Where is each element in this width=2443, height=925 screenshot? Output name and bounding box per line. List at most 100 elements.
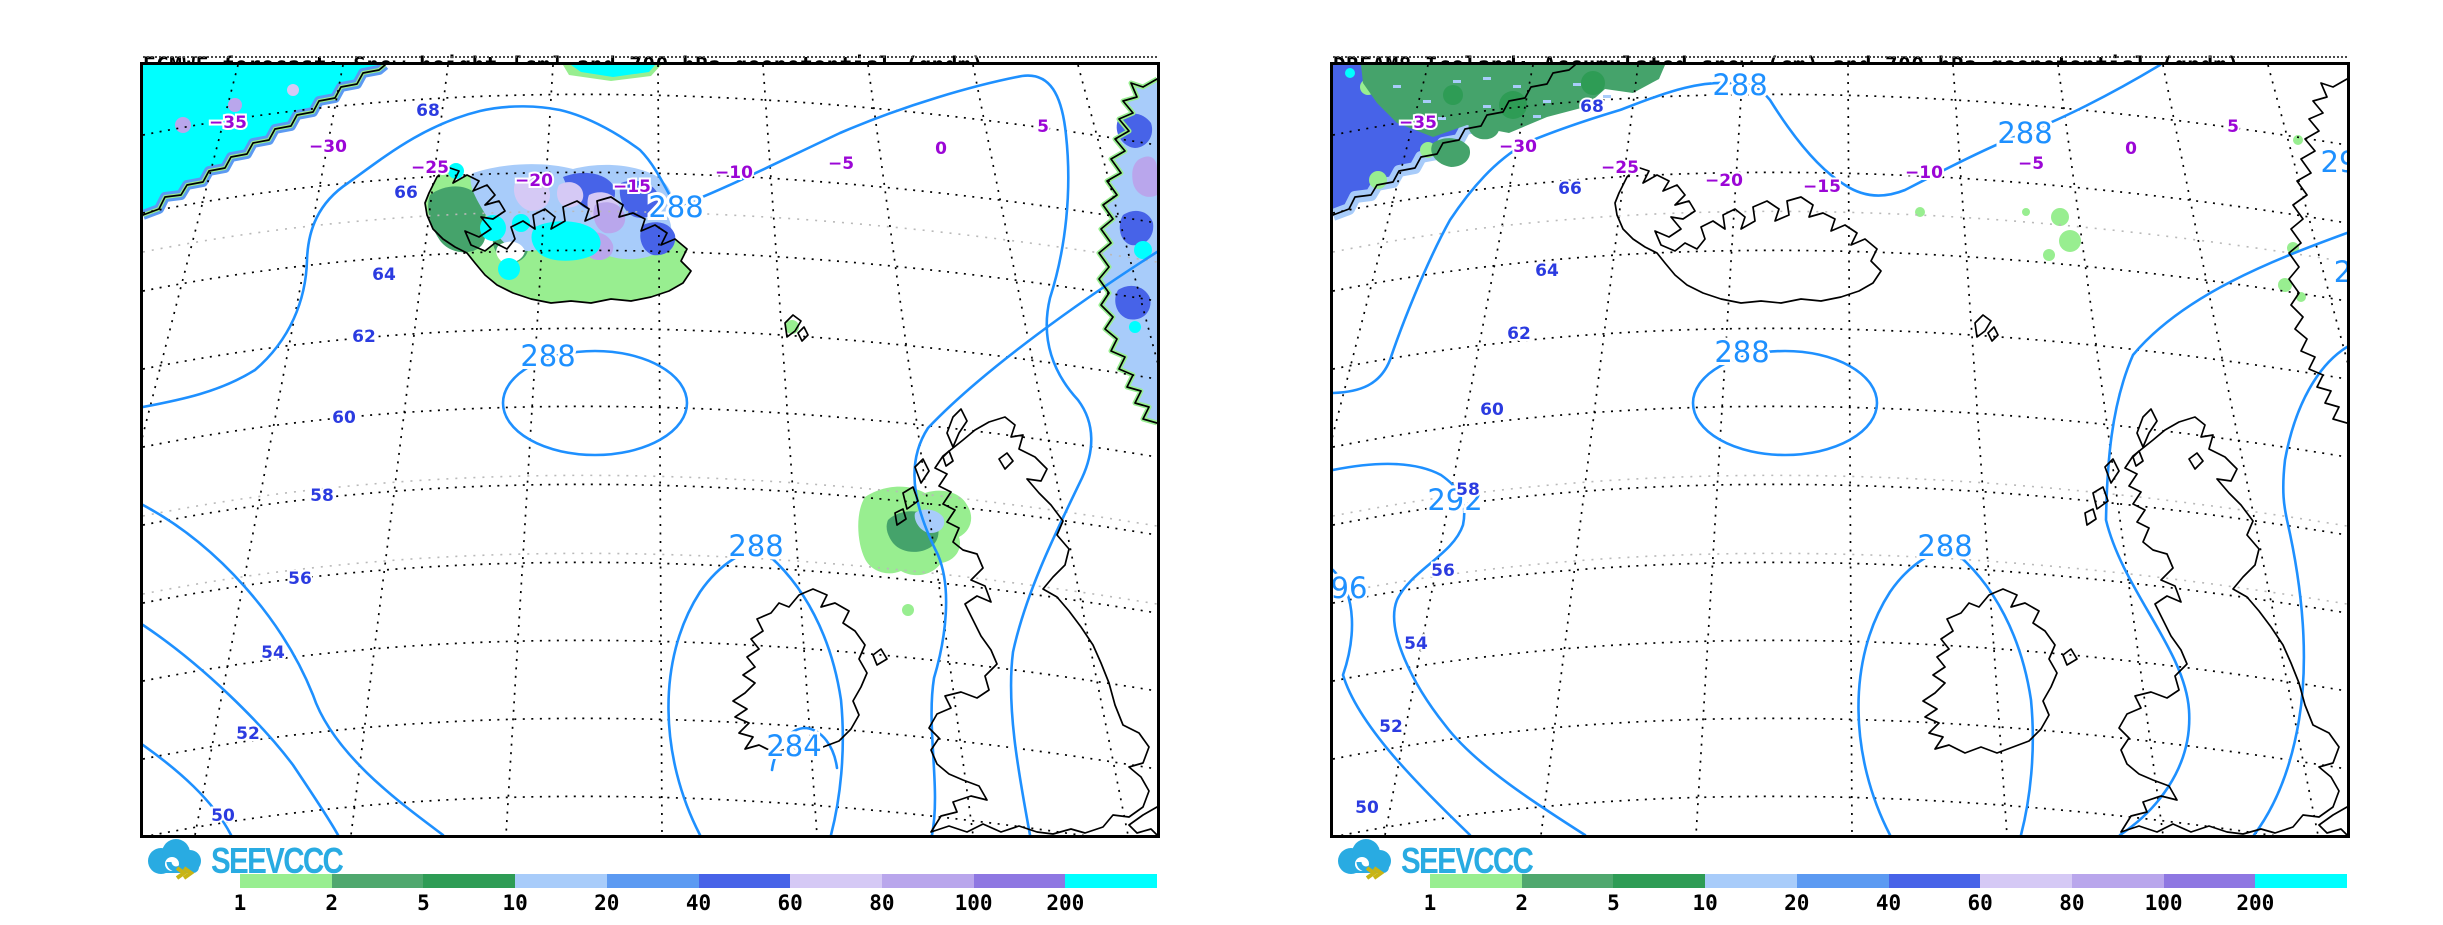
map-svg-ecmwf: 28828828828468666462605856545250−35−30−2…	[143, 65, 1157, 835]
colorbar-segment-5	[423, 874, 516, 888]
cloud-logo-icon	[1333, 838, 1397, 884]
svg-text:5: 5	[2227, 117, 2239, 137]
colorbar-segment-80	[2071, 874, 2164, 888]
svg-text:−30: −30	[1499, 137, 1537, 157]
svg-text:284: 284	[766, 729, 821, 763]
svg-text:58: 58	[1456, 480, 1480, 500]
colorbar-segment-10	[1705, 874, 1797, 888]
svg-text:64: 64	[372, 265, 396, 285]
svg-text:50: 50	[211, 806, 235, 826]
colorbar-tick: 1	[233, 891, 247, 915]
svg-text:−15: −15	[1803, 177, 1841, 197]
colorbar-segment-20	[606, 874, 699, 888]
colorbar-tick: 100	[2144, 891, 2183, 915]
colorbar-tick: 200	[2236, 891, 2275, 915]
colorbar-segment-40	[698, 874, 791, 888]
svg-text:68: 68	[416, 101, 440, 121]
map-ecmwf: 288 288 288 284 68 66 64 62 60 58 56 54 52 50 −35 −30 −2…	[140, 62, 1160, 838]
graticule	[1333, 65, 2347, 835]
colorbar-tick: 2	[325, 891, 339, 915]
colorbar-segment-2	[1521, 874, 1614, 888]
colorbar-tick: 60	[1967, 891, 1993, 915]
colorbar-tick: 10	[1692, 891, 1718, 915]
svg-text:29: 29	[2321, 145, 2347, 179]
cloud-icon	[1338, 839, 1391, 880]
svg-text:−20: −20	[1705, 171, 1743, 191]
colorbar-segment-1	[240, 874, 332, 888]
colorbar-tick: 80	[869, 891, 895, 915]
colorbar-segment-20	[1796, 874, 1889, 888]
colorbar-segment-1	[1430, 874, 1522, 888]
svg-text:0: 0	[935, 139, 947, 159]
latitude-labels: 68 66 64 62 60 58 56 54 52 50	[209, 99, 442, 828]
svg-text:288: 288	[1714, 335, 1769, 369]
colorbar-segment-100	[2163, 874, 2256, 888]
svg-text:68: 68	[1580, 97, 1604, 117]
coastlines	[143, 65, 1157, 835]
svg-text:−5: −5	[828, 154, 854, 174]
svg-text:−10: −10	[1905, 163, 1943, 183]
colorbar-segment-5	[1613, 874, 1706, 888]
svg-text:60: 60	[1480, 400, 1504, 420]
svg-text:52: 52	[1379, 717, 1403, 737]
colorbar-tick: 20	[594, 891, 620, 915]
svg-text:2: 2	[2334, 255, 2347, 289]
svg-text:56: 56	[1431, 561, 1455, 581]
svg-text:−20: −20	[515, 171, 553, 191]
svg-text:54: 54	[1404, 634, 1428, 654]
svg-text:60: 60	[332, 408, 356, 428]
panel-ecmwf-forecast: ECMWF forecast: Snow height [cm] and 700…	[140, 0, 1163, 925]
colorbar-tick: 20	[1784, 891, 1810, 915]
svg-text:5: 5	[1037, 117, 1049, 137]
latitude-labels: 68 66 64 62 60 58 56 54 52 50	[1353, 95, 1606, 820]
map-svg-dream8: 2882882882929628829268666462605856545250…	[1333, 65, 2347, 835]
coastlines	[1333, 65, 2347, 835]
colorbar-segment-40	[1888, 874, 1981, 888]
svg-text:−35: −35	[1399, 113, 1437, 133]
svg-text:64: 64	[1535, 261, 1559, 281]
geopotential-contours	[1333, 65, 2347, 835]
snow-colorbar	[240, 874, 1158, 888]
svg-text:288: 288	[1712, 68, 1767, 102]
contour-labels: 28828828829296288292	[1333, 65, 2347, 608]
svg-text:288: 288	[1917, 529, 1972, 563]
colorbar-tick: 40	[1875, 891, 1902, 915]
snow-colorbar-ticks: 1 2 5 10 20 40 60 80 100 200	[143, 891, 1157, 917]
graticule	[143, 65, 1157, 835]
contour-labels: 288 288 288 284	[517, 187, 824, 766]
svg-text:58: 58	[310, 486, 334, 506]
svg-text:−15: −15	[613, 177, 651, 197]
colorbar-segment-200	[1065, 874, 1158, 888]
colorbar-segment-100	[973, 874, 1066, 888]
svg-text:−5: −5	[2018, 154, 2044, 174]
snow-colorbar-ticks: 1 2 5 10 20 40 60 80 100 200	[1333, 891, 2347, 917]
svg-text:−30: −30	[309, 137, 347, 157]
colorbar-tick: 100	[954, 891, 993, 915]
colorbar-tick: 60	[777, 891, 803, 915]
svg-text:288: 288	[728, 529, 783, 563]
svg-text:56: 56	[288, 569, 312, 589]
colorbar-segment-10	[515, 874, 607, 888]
svg-text:66: 66	[394, 183, 418, 203]
svg-text:54: 54	[261, 643, 285, 663]
snow-shading	[143, 65, 1157, 616]
svg-text:292: 292	[1427, 483, 1482, 517]
svg-text:50: 50	[1355, 798, 1379, 818]
colorbar-segment-60	[1980, 874, 2072, 888]
svg-text:−25: −25	[1601, 158, 1639, 178]
colorbar-segment-200	[2255, 874, 2348, 888]
colorbar-tick: 200	[1046, 891, 1085, 915]
graticule-edge-dots	[143, 56, 1157, 58]
colorbar-tick: 40	[685, 891, 712, 915]
svg-text:62: 62	[352, 327, 376, 347]
svg-text:288: 288	[648, 190, 703, 224]
svg-text:62: 62	[1507, 324, 1531, 344]
svg-text:−25: −25	[411, 158, 449, 178]
longitude-labels: −35 −30 −25 −20 −15 −10 −5 0 5	[1397, 111, 2241, 199]
svg-text:52: 52	[236, 724, 260, 744]
svg-text:66: 66	[1558, 179, 1582, 199]
colorbar-tick: 2	[1515, 891, 1529, 915]
longitude-labels: −35 −30 −25 −20 −15 −10 −5 0 5	[207, 111, 1051, 199]
map-dream8: 2882882882929628829268666462605856545250…	[1330, 62, 2350, 838]
